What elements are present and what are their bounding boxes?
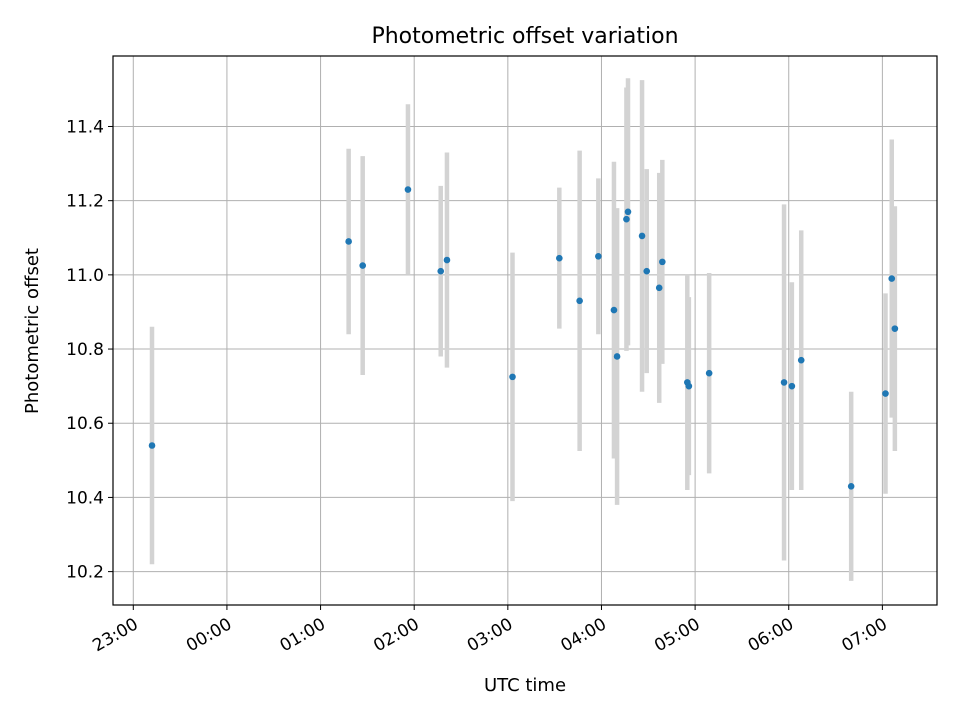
data-point [613, 353, 621, 360]
chart-title: Photometric offset variation [371, 24, 678, 49]
data-point [685, 382, 693, 390]
data-point [643, 267, 651, 275]
data-point [359, 262, 366, 269]
data-point [556, 254, 563, 262]
y-tick-label: 11.4 [66, 117, 104, 137]
data-point [797, 356, 805, 364]
data-point [576, 297, 583, 305]
data-point [847, 482, 855, 490]
data-point [610, 306, 618, 314]
y-tick-label: 11.0 [66, 266, 104, 286]
data-point [891, 325, 899, 332]
data-point [509, 373, 516, 381]
data-point [623, 215, 630, 223]
data-point [624, 208, 632, 216]
y-axis-label: Photometric offset [22, 248, 43, 414]
y-tick-label: 10.4 [66, 488, 104, 508]
data-point [404, 186, 412, 193]
x-axis-label: UTC time [484, 675, 566, 696]
data-point [595, 253, 602, 260]
y-tick-label: 10.8 [66, 340, 104, 360]
data-point [888, 275, 896, 282]
data-points [148, 186, 899, 490]
y-tick-label: 10.6 [66, 414, 104, 434]
data-point [705, 369, 713, 377]
data-point [882, 390, 889, 397]
data-point [443, 256, 451, 264]
data-point [655, 284, 663, 292]
data-point [780, 379, 788, 386]
data-point [638, 232, 646, 240]
y-tick-label: 10.2 [66, 563, 104, 583]
y-tick-label: 11.2 [66, 192, 104, 212]
data-point [345, 238, 352, 245]
data-point [437, 267, 445, 275]
data-point [659, 258, 666, 266]
data-point [788, 382, 796, 390]
plot-frame [112, 55, 938, 606]
data-point [148, 442, 156, 449]
